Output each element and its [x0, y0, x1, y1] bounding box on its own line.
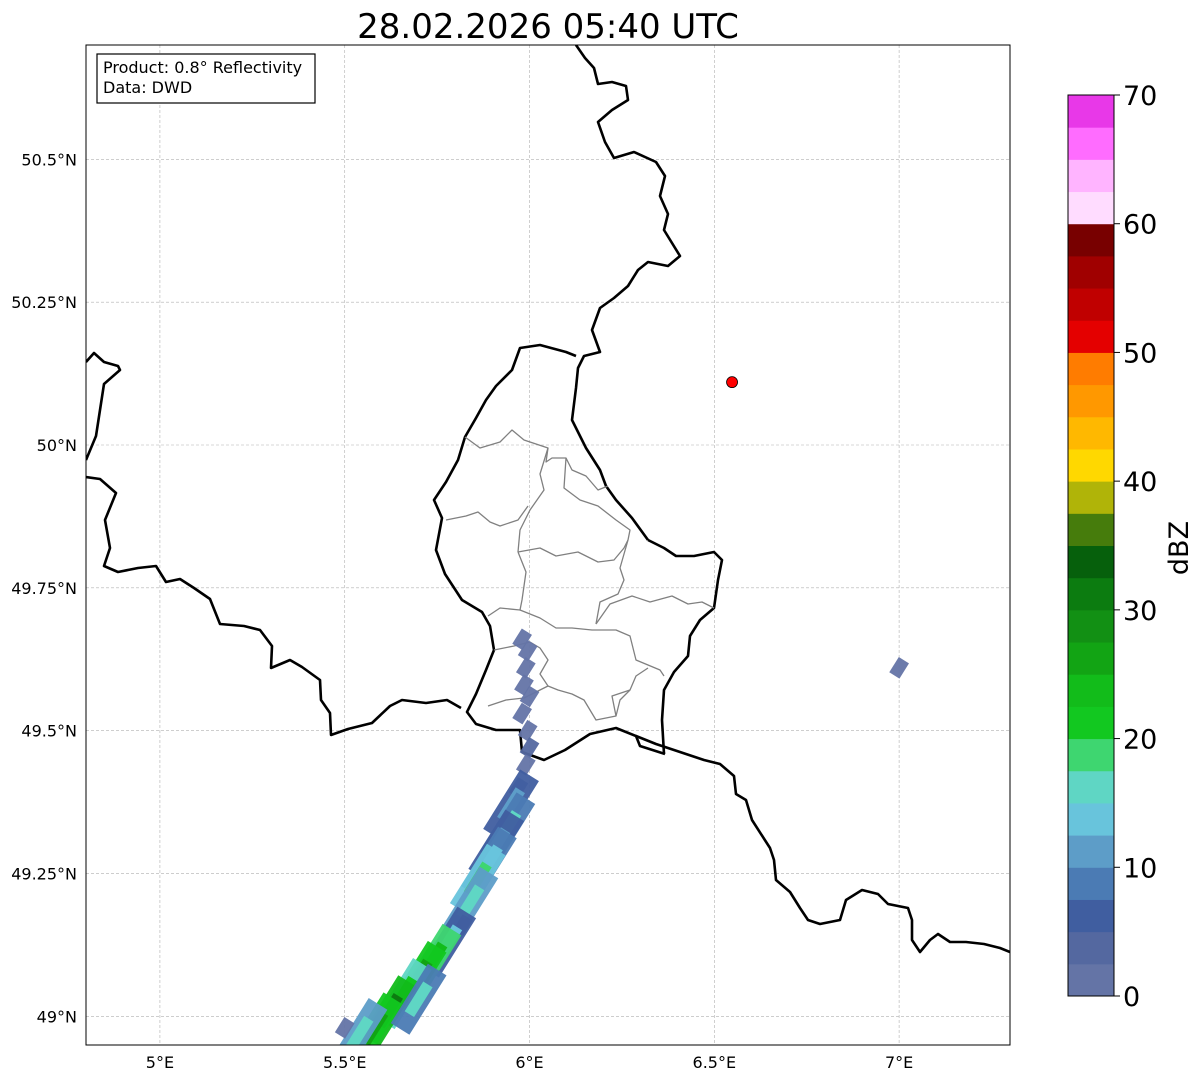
colorbar-segment — [1068, 352, 1114, 386]
canton-border-luxembourg — [519, 609, 665, 677]
colorbar-segment — [1068, 642, 1114, 675]
colorbar: 0 10 20 30 40 50 60 70 — [1067, 81, 1157, 1013]
radar-echo — [517, 639, 538, 662]
colorbar-segment — [1068, 191, 1114, 225]
y-tick-label: 50°N — [37, 436, 77, 455]
colorbar-segment — [1068, 127, 1114, 160]
radar-echo — [512, 702, 532, 725]
x-tick-label: 6.5°E — [693, 1053, 737, 1072]
info-source: Data: DWD — [103, 78, 192, 97]
colorbar-segment — [1068, 867, 1114, 900]
y-axis-ticks: 49°N 49.25°N 49.5°N 49.75°N 50°N 50.25°N 50.5°… — [11, 150, 77, 1026]
colorbar-segment — [1068, 577, 1114, 611]
colorbar-segment — [1068, 384, 1114, 418]
colorbar-segment — [1068, 159, 1114, 193]
canton-border-echternach — [595, 539, 629, 625]
border-belgium-north — [86, 351, 122, 461]
colorbar-label: dBZ — [1164, 521, 1195, 575]
colorbar-segment — [1068, 931, 1114, 965]
radar-echo — [519, 737, 540, 759]
radar-echo — [515, 657, 536, 679]
colorbar-tick-label: 40 — [1123, 467, 1157, 498]
x-tick-label: 5°E — [146, 1053, 174, 1072]
border-france-germany — [635, 734, 1010, 954]
border-belgium-france — [86, 475, 462, 737]
radar-echo — [334, 1017, 355, 1039]
colorbar-segment — [1068, 513, 1114, 546]
colorbar-tick-label: 0 — [1123, 982, 1140, 1013]
radar-echo — [390, 963, 447, 1035]
colorbar-segment — [1068, 223, 1114, 257]
canton-border-mersch — [487, 551, 527, 617]
y-tick-label: 49°N — [37, 1007, 77, 1026]
map-frame — [85, 44, 1011, 1046]
radar-echo — [512, 628, 532, 651]
canton-border-diekirch — [517, 539, 629, 563]
colorbar-segment — [1068, 835, 1114, 868]
map-panel[interactable] — [85, 44, 1011, 1069]
colorbar-tick-label: 10 — [1123, 853, 1157, 884]
canton-border-remich — [611, 689, 631, 717]
colorbar-tick-label: 20 — [1123, 725, 1157, 756]
graticule — [86, 45, 1010, 1045]
colorbar-segment — [1068, 416, 1114, 450]
x-tick-label: 7°E — [885, 1053, 913, 1072]
radar-echo — [514, 674, 534, 696]
colorbar-segment — [1068, 963, 1114, 997]
radar-echo — [519, 685, 540, 708]
border-belgium-germany — [570, 45, 682, 541]
colorbar-segment — [1068, 802, 1114, 836]
colorbar-segment — [1068, 481, 1114, 514]
colorbar-segment — [1068, 609, 1114, 643]
canton-border-vianden — [563, 457, 631, 541]
x-tick-label: 6°E — [515, 1053, 543, 1072]
colorbar-segment — [1068, 706, 1114, 740]
colorbar-segment — [1068, 899, 1114, 933]
colorbar-segment — [1068, 95, 1114, 128]
canton-border-north — [464, 429, 609, 491]
colorbar-segment — [1068, 448, 1114, 482]
x-tick-label: 5.5°E — [323, 1053, 367, 1072]
colorbar-segment — [1068, 674, 1114, 707]
colorbar-frame — [1067, 94, 1115, 997]
radar-site-marker[interactable] — [726, 376, 738, 389]
y-tick-label: 50.25°N — [11, 293, 77, 312]
radar-echo — [889, 657, 909, 679]
border-luxembourg — [432, 343, 666, 762]
y-tick-label: 50.5°N — [21, 150, 77, 169]
info-product: Product: 0.8° Reflectivity — [103, 58, 302, 77]
colorbar-segment — [1068, 288, 1114, 321]
colorbar-tick-label: 50 — [1123, 338, 1157, 369]
y-tick-label: 49.5°N — [21, 722, 77, 741]
map-title: 28.02.2026 05:40 UTC — [357, 7, 739, 47]
radar-echo — [517, 719, 538, 742]
x-axis-ticks: 5°E 5.5°E 6°E 6.5°E 7°E — [146, 1053, 913, 1072]
colorbar-segment — [1068, 320, 1114, 353]
map-background — [86, 45, 1010, 1045]
colorbar-segment — [1068, 545, 1114, 579]
colorbar-segment — [1068, 770, 1114, 804]
y-tick-label: 49.75°N — [11, 579, 77, 598]
colorbar-tick-label: 60 — [1123, 210, 1157, 241]
colorbar-tick-label: 70 — [1123, 81, 1157, 112]
colorbar-tick-label: 30 — [1123, 596, 1157, 627]
info-box-frame — [96, 53, 316, 104]
canton-border-wiltz — [445, 505, 529, 527]
info-box: Product: 0.8° Reflectivity Data: DWD — [96, 53, 316, 104]
colorbar-segment — [1068, 738, 1114, 772]
colorbar-segment — [1068, 255, 1114, 289]
radar-echo — [331, 998, 388, 1045]
radar-echoes — [331, 628, 909, 1045]
canton-border-clervaux — [517, 447, 549, 553]
y-tick-label: 49.25°N — [11, 865, 77, 884]
canton-border-grevenmacher — [595, 595, 715, 625]
